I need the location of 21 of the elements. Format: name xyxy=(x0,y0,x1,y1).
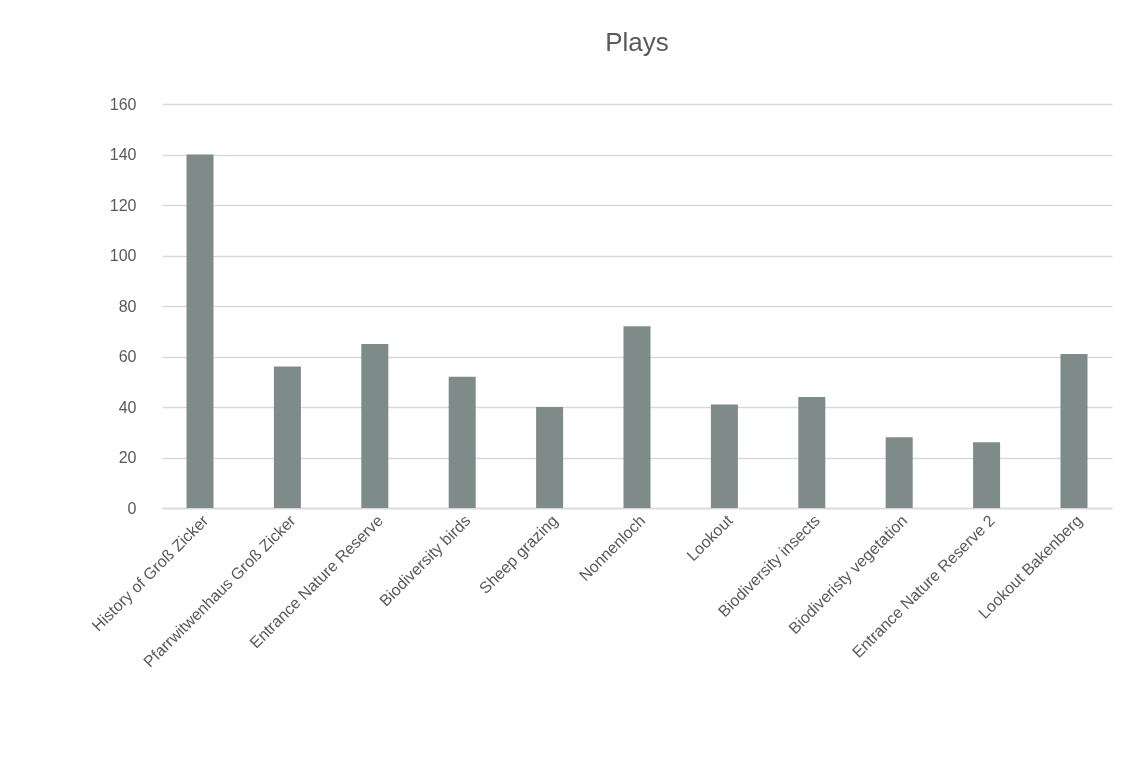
bar xyxy=(536,407,564,508)
bar xyxy=(1060,353,1088,508)
y-tick-label: 140 xyxy=(109,146,137,163)
bar xyxy=(361,343,389,508)
y-tick-label: 0 xyxy=(127,499,137,517)
y-tick-label: 120 xyxy=(109,196,137,214)
y-tick-label: 80 xyxy=(118,297,137,315)
y-tick-label: 160 xyxy=(109,95,137,113)
bar xyxy=(448,376,476,508)
bar xyxy=(273,366,301,508)
y-tick-label: 40 xyxy=(118,398,137,416)
y-tick-label: 20 xyxy=(118,449,137,466)
bar xyxy=(623,326,651,508)
bar xyxy=(710,404,738,508)
bar xyxy=(885,437,913,508)
y-tick-label: 100 xyxy=(109,247,137,264)
chart-title: Plays xyxy=(605,27,669,57)
y-tick-label: 60 xyxy=(118,348,137,365)
bar xyxy=(973,442,1001,508)
bar xyxy=(186,154,214,508)
bar xyxy=(798,396,826,508)
